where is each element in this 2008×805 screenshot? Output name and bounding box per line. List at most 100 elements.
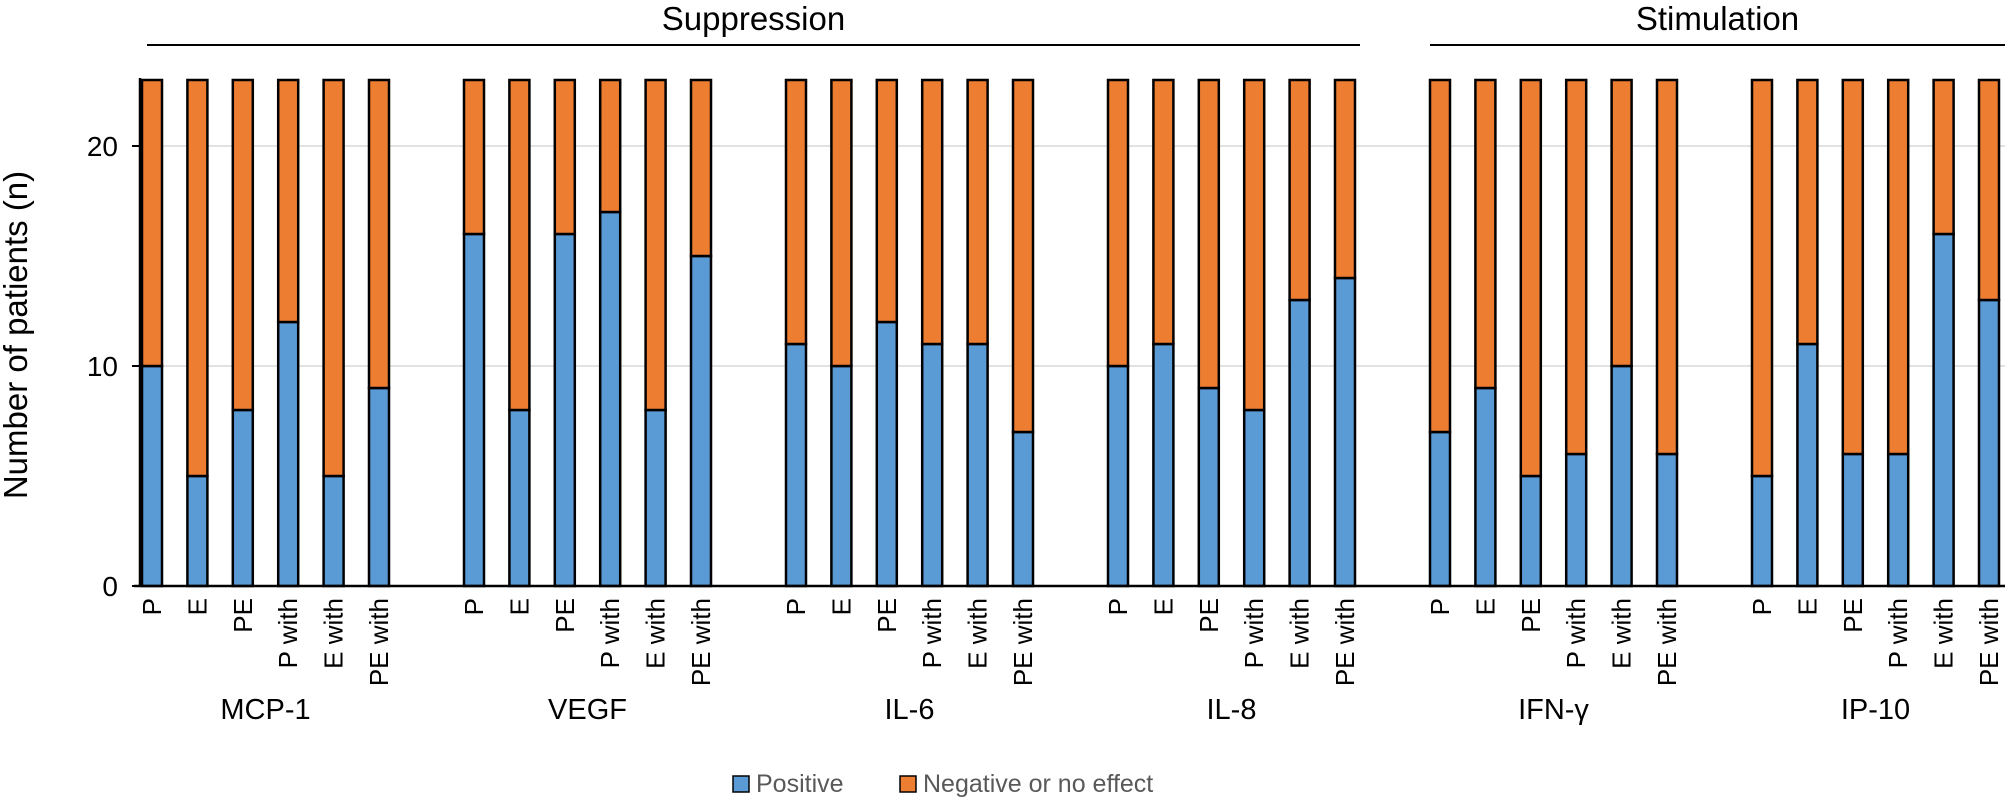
bar-label: PE with <box>1008 598 1038 686</box>
bar-label: P with <box>273 598 303 668</box>
bar-positive <box>1519 474 1543 588</box>
bar-negative <box>322 78 345 478</box>
bar-negative <box>598 78 622 214</box>
bar-negative <box>689 78 713 258</box>
bar-negative <box>1886 78 1910 456</box>
bar-negative <box>1610 78 1633 368</box>
bar-label: PE <box>872 598 902 633</box>
bar-label: PE <box>550 598 580 633</box>
bar-label: PE with <box>1974 598 2004 686</box>
bar-positive <box>830 364 853 588</box>
bar-positive <box>276 320 300 588</box>
bar-label: E with <box>319 598 349 669</box>
group-label: IFN-γ <box>1518 694 1589 726</box>
legend: Positive Negative or no effect <box>732 770 1153 798</box>
bar-positive <box>875 320 899 588</box>
bar-label: E with <box>1607 598 1637 669</box>
bar-label: P with <box>595 598 625 668</box>
bar-negative <box>1428 78 1452 434</box>
bar-negative <box>508 78 531 412</box>
bar-label: P <box>1103 598 1133 615</box>
bar-label: PE <box>228 598 258 633</box>
bar-positive <box>1841 452 1865 588</box>
axes <box>132 78 2005 588</box>
bar-negative <box>462 78 486 236</box>
bar-label: PE with <box>686 598 716 686</box>
bar-label: P with <box>1239 598 1269 668</box>
bar-negative <box>920 78 944 346</box>
bar-label: E <box>504 598 534 615</box>
bar-negative <box>367 78 391 390</box>
bar-positive <box>1197 386 1221 588</box>
bar-label: E with <box>1285 598 1315 669</box>
bar-negative <box>186 78 209 478</box>
bar-label: PE <box>1194 598 1224 633</box>
bar-label: P with <box>1883 598 1913 668</box>
bar-negative <box>830 78 853 368</box>
bar-positive <box>553 232 577 588</box>
bar-negative <box>1750 78 1774 478</box>
bar-label: PE with <box>1330 598 1360 686</box>
bar-negative <box>231 78 255 412</box>
bar-positive <box>1977 298 2001 588</box>
bar-positive <box>1474 386 1497 588</box>
bar-label: P with <box>1561 598 1591 668</box>
bar-positive <box>322 474 345 588</box>
y-axis-label: Number of patients (n) <box>0 171 34 499</box>
bar-label: E with <box>963 598 993 669</box>
bar-label: E <box>826 598 856 615</box>
bar-negative <box>1011 78 1035 434</box>
bar-positive <box>1564 452 1588 588</box>
y-tick-label: 0 <box>102 571 118 602</box>
bar-negative <box>784 78 808 346</box>
legend-swatch <box>732 775 750 793</box>
bar-positive <box>231 408 255 588</box>
bar-positive <box>966 342 989 588</box>
y-tick-label: 10 <box>87 351 118 382</box>
bar-positive <box>1750 474 1774 588</box>
bar-positive <box>644 408 667 588</box>
bar-positive <box>689 254 713 588</box>
group-label: MCP-1 <box>220 694 310 726</box>
legend-label: Positive <box>756 770 844 798</box>
bar-negative <box>1519 78 1543 478</box>
bar-negative <box>966 78 989 346</box>
bar-positive <box>1011 430 1035 588</box>
bar-positive <box>1288 298 1311 588</box>
bar-label: P <box>781 598 811 615</box>
bar-positive <box>920 342 944 588</box>
group-label: IL-6 <box>885 694 935 726</box>
group-label: IL-8 <box>1207 694 1257 726</box>
bar-positive <box>508 408 531 588</box>
bar-label: P <box>459 598 489 615</box>
legend-swatch <box>899 775 917 793</box>
gridlines <box>140 145 2005 367</box>
bar-positive <box>186 474 209 588</box>
bar-negative <box>1197 78 1221 390</box>
bar-negative <box>140 78 164 368</box>
bar-negative <box>875 78 899 324</box>
bar-negative <box>553 78 577 236</box>
bar-positive <box>1333 276 1357 588</box>
bar-label: E <box>1792 598 1822 615</box>
bar-label: P with <box>917 598 947 668</box>
bar-label: E with <box>1929 598 1959 669</box>
bar-label: PE with <box>1652 598 1682 686</box>
bar-positive <box>1242 408 1266 588</box>
bar-positive <box>598 210 622 588</box>
bar-positive <box>1152 342 1175 588</box>
bar-negative <box>1242 78 1266 412</box>
bar-label: E <box>182 598 212 615</box>
bar-label: PE with <box>364 598 394 686</box>
bar-negative <box>1474 78 1497 390</box>
bar-label: PE <box>1516 598 1546 633</box>
bar-positive <box>1655 452 1679 588</box>
legend-label: Negative or no effect <box>923 770 1153 798</box>
bar-label: E with <box>641 598 671 669</box>
bar-negative <box>1152 78 1175 346</box>
bar-negative <box>1841 78 1865 456</box>
bar-positive <box>1796 342 1819 588</box>
bar-label: E <box>1470 598 1500 615</box>
bar-positive <box>367 386 391 588</box>
